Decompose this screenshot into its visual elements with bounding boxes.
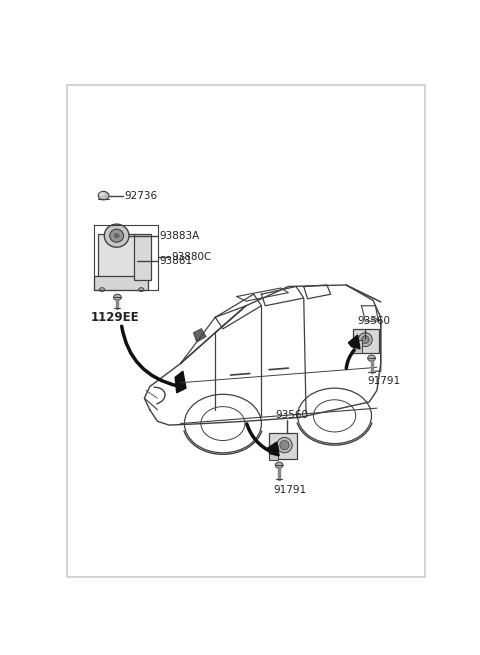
Ellipse shape: [114, 233, 120, 238]
Bar: [269, 446, 278, 460]
Polygon shape: [348, 335, 360, 349]
Text: 93880C: 93880C: [171, 252, 212, 262]
Text: 92736: 92736: [124, 191, 157, 200]
Ellipse shape: [280, 441, 289, 450]
Bar: [269, 433, 297, 459]
Ellipse shape: [277, 438, 292, 453]
Ellipse shape: [361, 336, 369, 343]
Text: 93560: 93560: [358, 316, 391, 326]
Bar: [353, 329, 379, 354]
Text: 93560: 93560: [275, 410, 308, 420]
Bar: [133, 234, 151, 280]
Ellipse shape: [359, 333, 372, 346]
Ellipse shape: [99, 192, 105, 196]
Bar: [98, 234, 135, 280]
Polygon shape: [193, 329, 206, 342]
Ellipse shape: [139, 288, 144, 291]
Text: 93881: 93881: [160, 256, 193, 266]
Text: 1129EE: 1129EE: [90, 311, 139, 324]
Bar: [353, 341, 361, 353]
Bar: [94, 276, 148, 290]
Text: 93883A: 93883A: [160, 231, 200, 240]
Ellipse shape: [368, 355, 375, 361]
Text: 91791: 91791: [367, 376, 400, 386]
Text: 91791: 91791: [274, 485, 307, 495]
Ellipse shape: [275, 462, 283, 468]
Ellipse shape: [98, 191, 109, 200]
Ellipse shape: [104, 224, 129, 247]
Ellipse shape: [110, 229, 123, 242]
Polygon shape: [267, 442, 279, 456]
Polygon shape: [175, 371, 186, 393]
Ellipse shape: [114, 294, 121, 301]
Ellipse shape: [99, 288, 105, 291]
